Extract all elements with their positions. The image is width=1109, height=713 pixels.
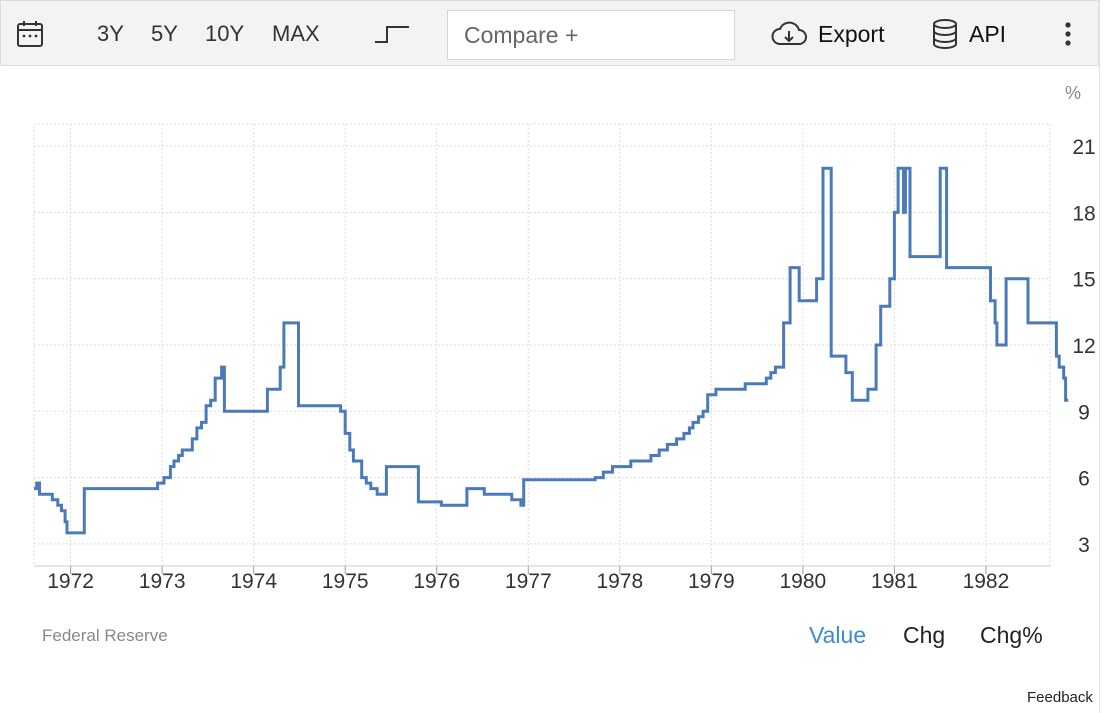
range-10y-button[interactable]: 10Y: [205, 21, 245, 46]
api-label: API: [969, 20, 1007, 47]
x-tick-label: 1979: [688, 570, 735, 593]
step-chart-icon: [375, 26, 409, 43]
calendar-icon: [17, 21, 43, 47]
api-button[interactable]: API: [931, 1, 1006, 67]
export-label: Export: [818, 20, 885, 47]
compare-input[interactable]: Compare +: [447, 10, 735, 60]
more-options-button[interactable]: [1061, 1, 1075, 67]
view-chg-percent-button[interactable]: Chg%: [980, 622, 1043, 648]
x-tick-label: 1974: [230, 570, 277, 593]
x-tick-label: 1981: [871, 570, 918, 593]
view-chg-button[interactable]: Chg: [903, 622, 946, 648]
range-5y-button[interactable]: 5Y: [151, 21, 178, 46]
x-axis-ticks: 1972 1973 1974 1975 1976 1977 1978 1979 1980 1981…: [47, 570, 1009, 593]
export-button[interactable]: Export: [770, 1, 884, 67]
page-edge: [1099, 0, 1100, 713]
x-tick-label: 1972: [47, 570, 94, 593]
chart-grid: [33, 123, 1051, 574]
y-axis-ticks: 3 6 9 12 15 18 21: [1072, 136, 1095, 557]
cloud-download-icon: [771, 21, 807, 45]
y-tick-label: 6: [1078, 468, 1090, 491]
chart-toolbar: 3Y 5Y 10Y MAX Compare + Export API: [0, 0, 1099, 66]
chart-type-button[interactable]: [373, 1, 411, 67]
x-tick-label: 1973: [139, 570, 186, 593]
x-tick-label: 1980: [780, 570, 827, 593]
y-tick-label: 15: [1072, 269, 1095, 292]
series-line: [34, 166, 1069, 535]
y-tick-label: 21: [1072, 136, 1095, 159]
y-tick-label: 3: [1078, 534, 1090, 557]
x-tick-label: 1978: [596, 570, 643, 593]
view-value-button[interactable]: Value: [809, 622, 867, 648]
chart-area: 1972 1973 1974 1975 1976 1977 1978 1979 1980 1981…: [0, 66, 1109, 713]
x-tick-label: 1976: [413, 570, 460, 593]
y-axis-unit: %: [1065, 83, 1081, 103]
line-chart: 1972 1973 1974 1975 1976 1977 1978 1979 1980 1981…: [33, 83, 1096, 593]
x-tick-label: 1977: [505, 570, 552, 593]
y-tick-label: 12: [1072, 335, 1095, 358]
x-tick-label: 1982: [963, 570, 1010, 593]
database-icon: [933, 19, 957, 49]
range-max-button[interactable]: MAX: [272, 21, 320, 46]
more-vertical-icon: [1065, 22, 1071, 46]
feedback-link[interactable]: Feedback: [1027, 689, 1093, 706]
calendar-button[interactable]: [15, 1, 45, 67]
y-tick-label: 18: [1072, 202, 1095, 225]
source-label: Federal Reserve: [42, 626, 168, 645]
y-tick-label: 9: [1078, 401, 1090, 424]
range-3y-button[interactable]: 3Y: [97, 21, 124, 46]
x-tick-label: 1975: [322, 570, 369, 593]
